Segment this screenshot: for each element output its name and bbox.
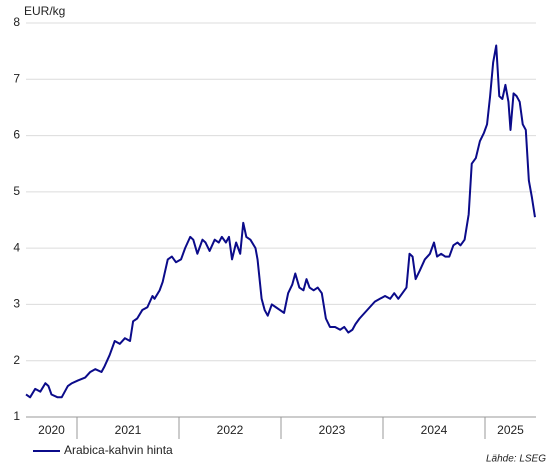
y-tick-label: 5 [13,184,20,198]
y-tick-label: 4 [13,240,20,254]
x-tick-label: 2025 [497,423,524,437]
y-tick-label: 1 [13,409,20,423]
x-tick-label: 2020 [38,423,65,437]
y-tick-label: 6 [13,128,20,142]
y-tick-label: 2 [13,353,20,367]
x-tick-label: 2022 [217,423,244,437]
source: Lähde: LSEG [486,454,546,465]
y-tick-label: 8 [13,15,20,29]
y-tick-label: 7 [13,71,20,85]
x-tick-label: 2024 [421,423,448,437]
y-axis-label: EUR/kg [24,4,65,18]
y-tick-label: 3 [13,297,20,311]
line [25,44,536,399]
x-tick-label: 2023 [319,423,346,437]
legend-label: Arabica-kahvin hinta [64,443,173,457]
x-tick-label: 2021 [115,423,142,437]
